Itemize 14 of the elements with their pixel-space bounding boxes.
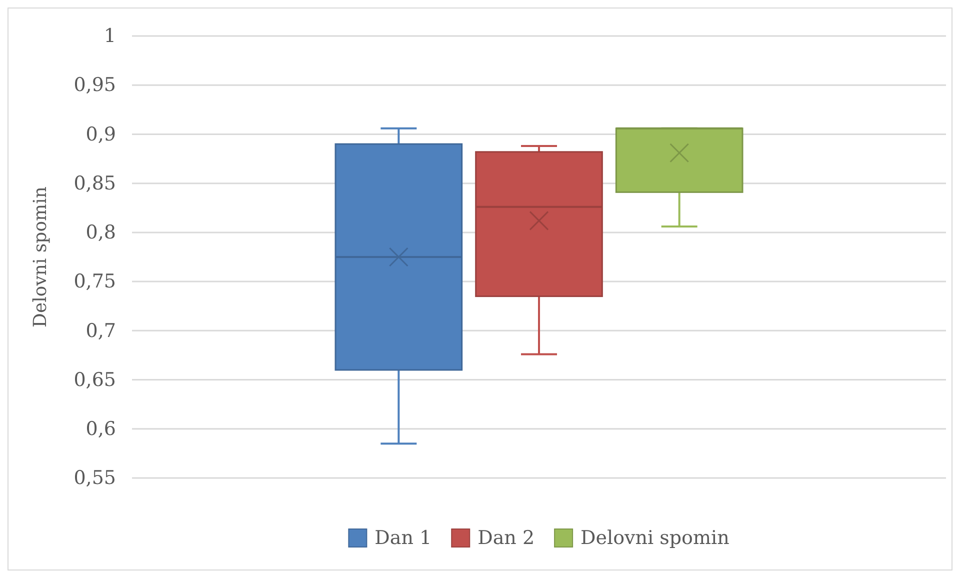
y-tick-label: 0,55 xyxy=(74,467,116,490)
y-tick-label: 0,85 xyxy=(74,172,116,194)
y-tick-label: 0,7 xyxy=(86,320,116,342)
y-tick-label: 1 xyxy=(104,25,116,48)
y-tick-label: 0,6 xyxy=(86,418,116,440)
legend-label: Dan 2 xyxy=(478,527,535,549)
y-tick-label: 0,75 xyxy=(74,270,116,293)
y-tick-label: 0,65 xyxy=(74,368,116,391)
legend-label: Delovni spomin xyxy=(580,527,730,549)
y-axis-title: Delovni spomin xyxy=(30,186,51,328)
y-tick-label: 0,9 xyxy=(86,123,116,146)
y-tick-label: 0,8 xyxy=(86,222,116,244)
legend-label: Dan 1 xyxy=(374,527,432,549)
y-tick-label: 0,95 xyxy=(74,74,116,96)
